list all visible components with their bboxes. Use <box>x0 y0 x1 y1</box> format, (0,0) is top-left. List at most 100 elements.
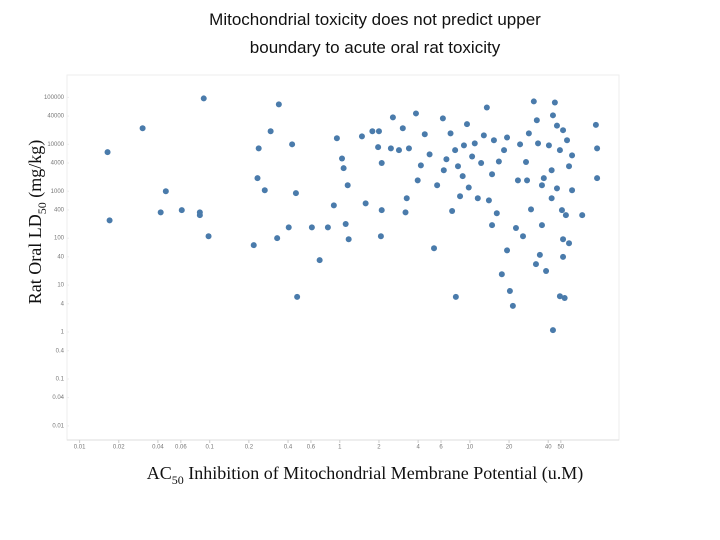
point <box>447 130 454 137</box>
point <box>285 224 292 231</box>
y-tick-label: 1000 <box>51 189 65 195</box>
point <box>525 130 532 137</box>
point <box>512 224 519 231</box>
point <box>452 147 459 154</box>
point <box>104 149 111 156</box>
point <box>358 133 365 140</box>
point <box>414 177 421 184</box>
point <box>342 221 349 228</box>
point <box>378 159 385 166</box>
point <box>465 184 472 191</box>
point <box>402 209 409 216</box>
point <box>369 128 376 135</box>
plot-frame <box>66 74 620 441</box>
x-tick-label: 40 <box>545 445 552 451</box>
point <box>560 253 567 260</box>
point <box>457 193 464 200</box>
point <box>493 210 500 217</box>
point <box>579 212 586 219</box>
point <box>543 267 550 274</box>
x-tick-label: 50 <box>557 445 564 451</box>
point <box>255 145 262 152</box>
point <box>178 207 185 214</box>
point <box>439 115 446 122</box>
point <box>504 134 511 141</box>
point <box>200 95 207 102</box>
point <box>454 163 461 170</box>
point <box>480 132 487 139</box>
point <box>389 114 396 121</box>
point <box>504 247 511 254</box>
point <box>459 173 466 180</box>
point <box>509 302 516 309</box>
x-tick-label: 0.1 <box>206 445 215 451</box>
point <box>569 152 576 159</box>
point <box>339 155 346 162</box>
point <box>548 167 555 174</box>
x-tick-label: 0.06 <box>175 445 187 451</box>
point <box>387 145 394 152</box>
point <box>517 141 524 148</box>
point <box>535 140 542 147</box>
point <box>324 224 331 231</box>
x-tick-label: 0.2 <box>245 445 254 451</box>
point <box>403 195 410 202</box>
point <box>538 182 545 189</box>
point <box>498 271 505 278</box>
point <box>316 257 323 264</box>
point <box>520 233 527 240</box>
y-label-part: (mg/kg) <box>25 140 46 203</box>
x-tick-label: 0.04 <box>152 445 164 451</box>
point <box>395 147 402 154</box>
point <box>294 293 301 300</box>
point <box>594 175 601 182</box>
x-tick-label: 0.4 <box>284 445 293 451</box>
y-tick-label: 100 <box>54 236 65 242</box>
x-tick-label: 4 <box>416 445 420 451</box>
x-tick-label: 6 <box>439 445 443 451</box>
chart-title: boundary to acute oral rat toxicity <box>250 38 501 57</box>
y-tick-label: 1 <box>61 330 65 336</box>
point <box>553 122 560 129</box>
point <box>345 236 352 243</box>
point <box>267 128 274 135</box>
point <box>548 195 555 202</box>
point <box>340 165 347 172</box>
point <box>469 153 476 160</box>
point <box>333 135 340 142</box>
x-tick-label: 10 <box>467 445 474 451</box>
y-tick-label: 40 <box>57 254 64 260</box>
point <box>205 233 212 240</box>
x-tick-label: 20 <box>506 445 513 451</box>
point <box>489 171 496 178</box>
point <box>378 207 385 214</box>
point <box>538 222 545 229</box>
point <box>478 159 485 166</box>
point <box>377 233 384 240</box>
point <box>292 190 299 197</box>
point <box>566 163 573 170</box>
point <box>426 151 433 158</box>
point <box>514 177 521 184</box>
point <box>528 206 535 213</box>
point <box>564 137 571 144</box>
point <box>474 195 481 202</box>
point <box>483 104 490 111</box>
point <box>375 144 382 151</box>
x-tick-label: 0.02 <box>113 445 125 451</box>
point <box>162 188 169 195</box>
point <box>495 158 502 165</box>
point <box>530 98 537 105</box>
point <box>560 236 567 243</box>
point <box>443 156 450 163</box>
point <box>562 212 569 219</box>
x-tick-label: 0.01 <box>74 445 86 451</box>
point <box>417 162 424 169</box>
point <box>289 141 296 148</box>
point <box>551 99 558 106</box>
y-tick-label: 4 <box>61 301 65 307</box>
point <box>592 121 599 128</box>
point <box>196 212 203 219</box>
y-tick-label: 10000 <box>47 142 64 148</box>
y-axis-label: Rat Oral LD50 (mg/kg) <box>25 140 49 304</box>
